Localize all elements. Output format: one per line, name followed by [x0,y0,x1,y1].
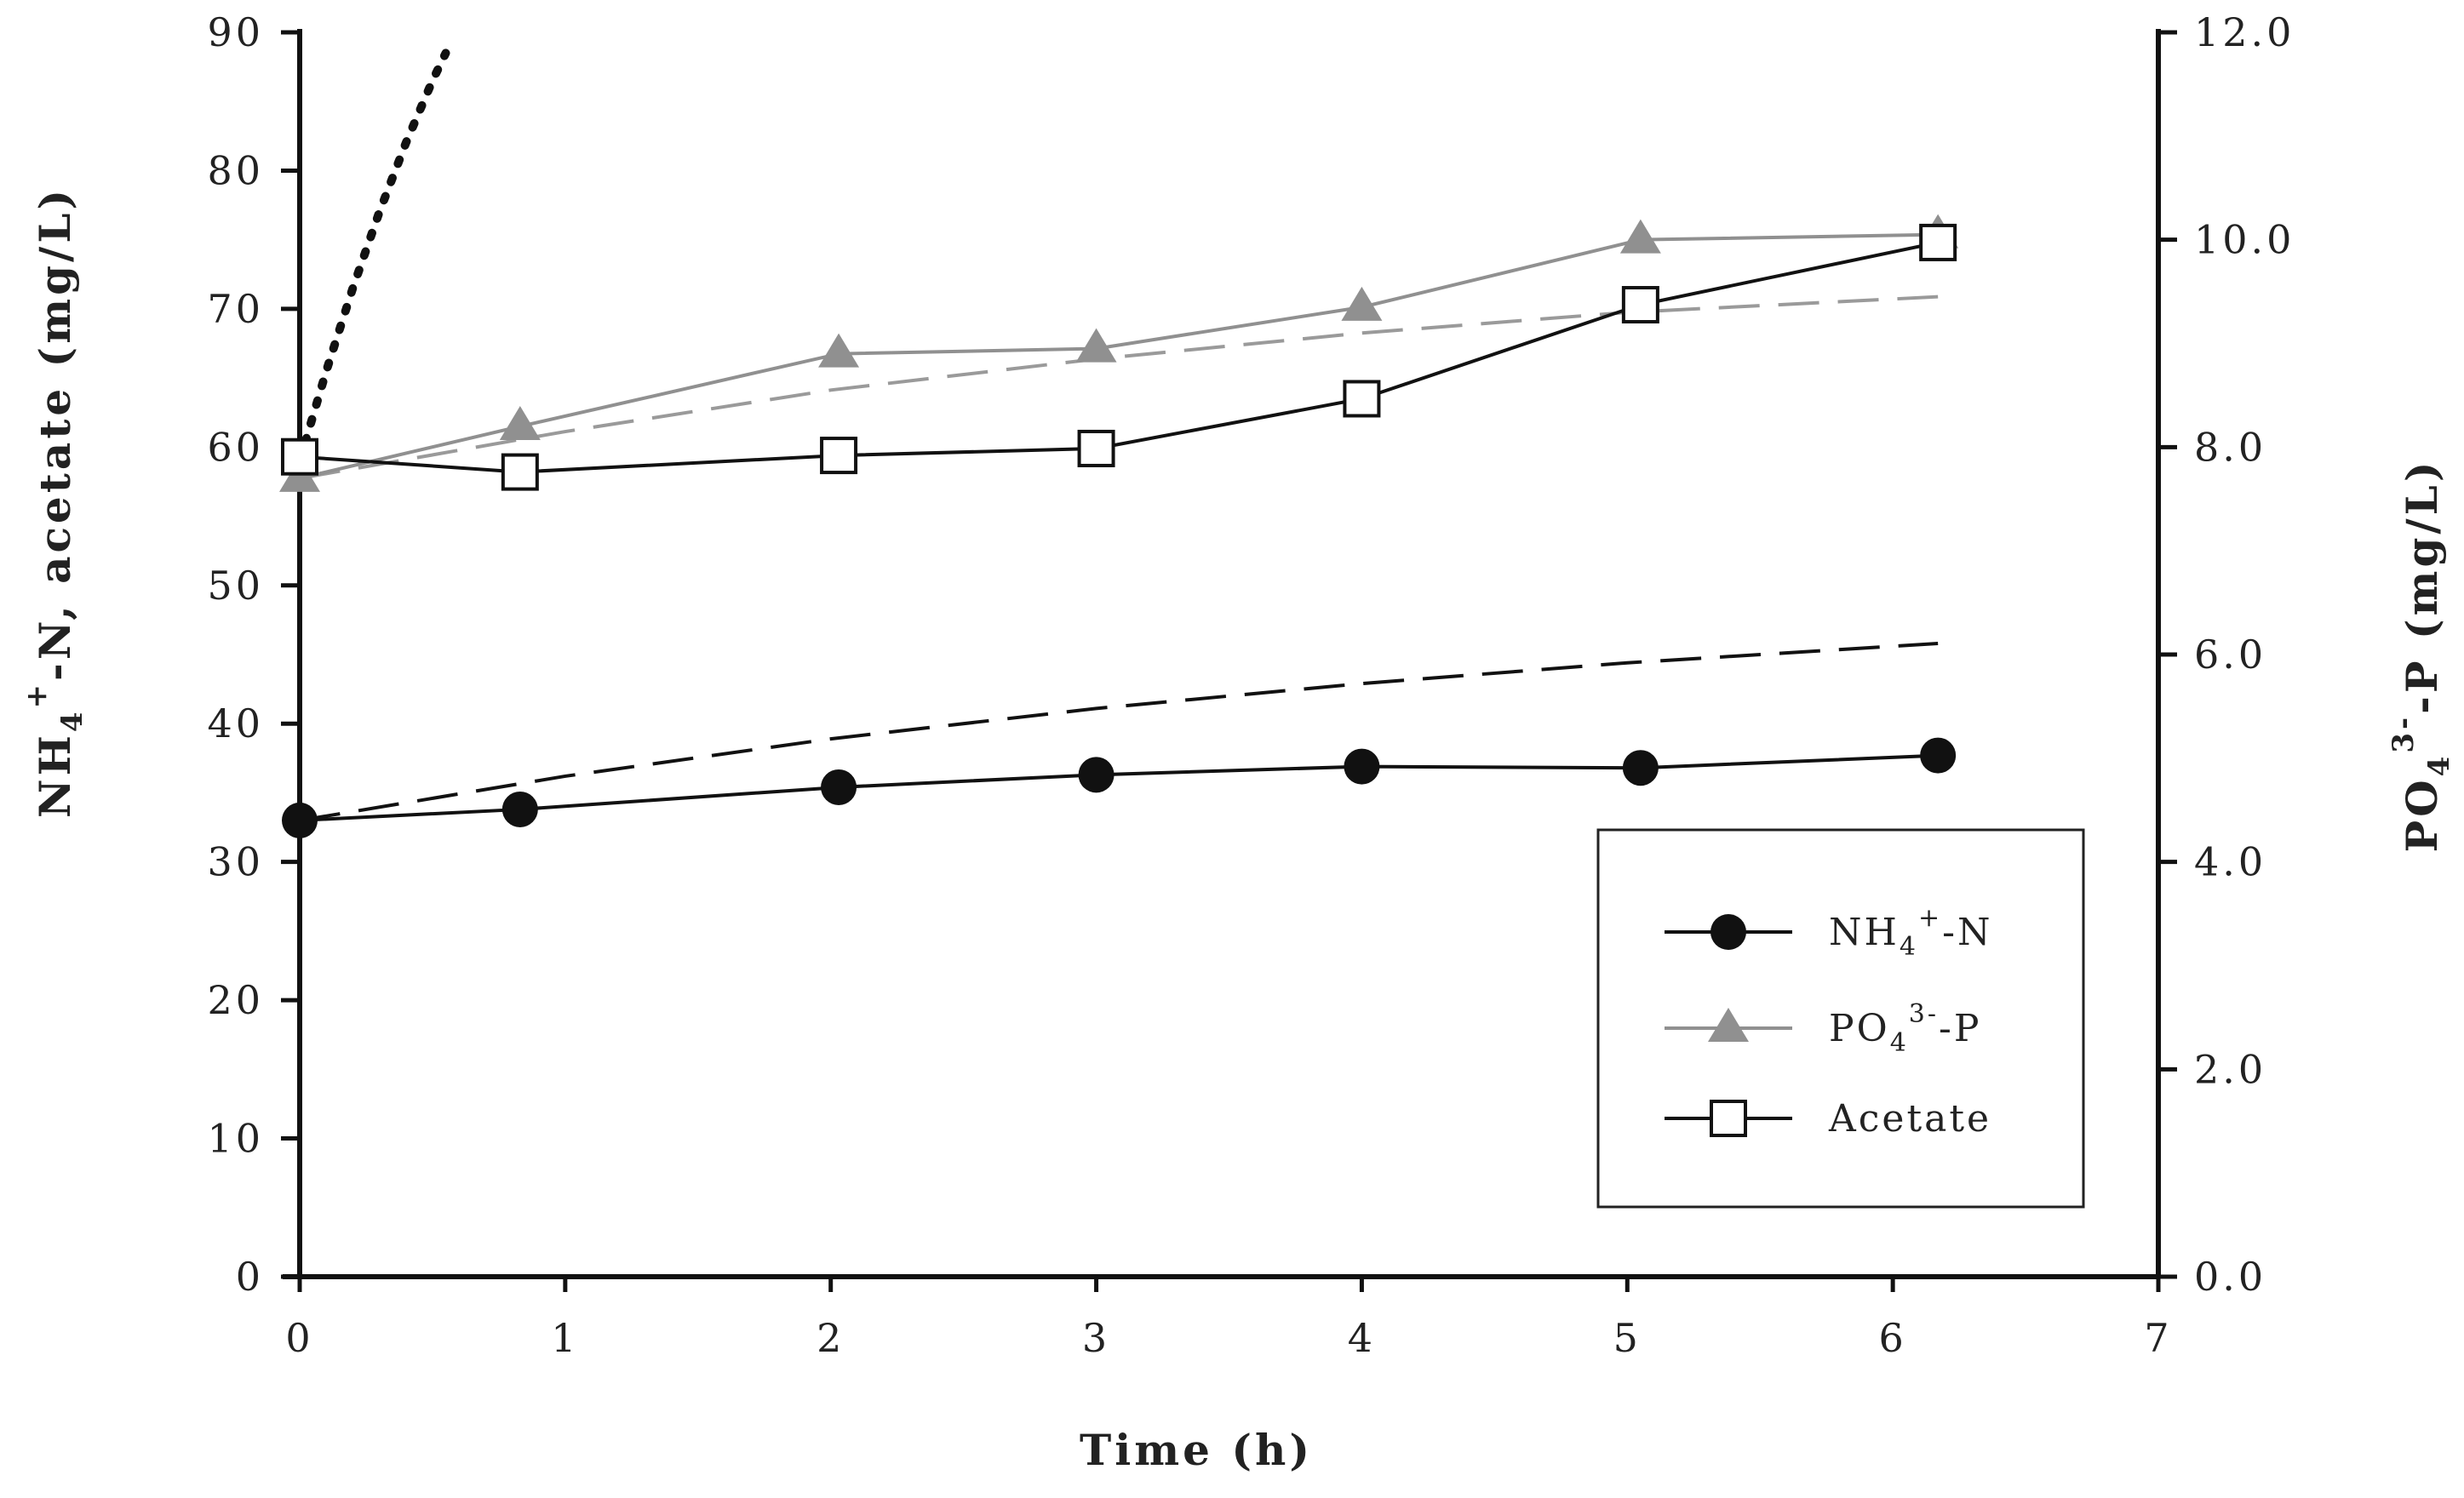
data-point-po4 [818,333,860,368]
legend-entry-nh4: NH4+-N [1665,903,1992,962]
acetate-model-curve [295,49,450,466]
y-right-tick-label: 10.0 [2194,217,2295,263]
y-left-tick-label: 30 [207,839,264,885]
legend-po4-base: PO [1829,1007,1890,1050]
data-point-acetate [281,437,318,476]
x-tick-label: 3 [1082,1315,1110,1361]
legend-label-nh4: NH4+-N [1829,903,1992,962]
data-point-nh4 [282,802,318,838]
y-left-tick-label: 50 [207,563,264,609]
y-left-tick-label: 80 [207,147,264,193]
data-point-acetate [1077,429,1115,467]
data-point-po4 [1341,286,1383,321]
y-axis-right-title: PO43--P (mg/L) [2387,459,2456,853]
y-left-tick-label: 20 [207,977,264,1023]
model-curve [299,294,1939,480]
data-point-acetate [820,437,858,475]
y-axis-left-title: NH4+-N, acetate (mg/L) [20,186,89,818]
y-right-tick-label: 2.0 [2194,1046,2266,1092]
legend-entry-po4: PO43--P [1665,999,1982,1058]
legend-box [1596,828,2085,1209]
axis-labels: Time (h) NH4+-N, acetate (mg/L) PO43--P … [20,186,2456,1475]
data-point-nh4 [1920,737,1957,774]
y-left-tick-label: 60 [207,424,264,470]
data-point-nh4 [1344,748,1380,785]
y-right-tick-label: 8.0 [2194,424,2266,470]
data-point-acetate [1621,286,1659,324]
x-tick-label: 4 [1348,1315,1376,1361]
legend-marker-triangle [1708,1008,1749,1042]
y-left-tick-label: 40 [207,700,264,746]
y-left-title-base: NH [30,732,80,818]
data-point-acetate [1919,223,1957,261]
series-line [299,753,1939,822]
series-line [299,232,1939,480]
x-tick-label: 1 [551,1315,579,1361]
x-tick-label: 0 [285,1315,313,1361]
data-point-nh4 [501,791,538,827]
y-left-tick-label: 70 [207,286,264,332]
data-point-po4 [499,405,541,440]
y-right-tick-label: 4.0 [2194,839,2266,885]
axes: 0 1 2 3 4 5 6 701020304050607080900.02.04.06.08… [207,9,2295,1361]
y-left-title-tail: -N, acetate (mg/L) [30,186,80,681]
legend: NH4+-N PO43--P Acetate [1596,828,2085,1209]
model-curves [295,49,1939,822]
x-tick-label: 6 [1879,1315,1907,1361]
legend-po4-sup: 3- [1909,999,1939,1029]
data-point-po4 [1619,219,1661,254]
legend-po4-tail: -P [1939,1007,1981,1050]
data-point-po4 [1075,328,1117,363]
y-right-title-tail: -P (mg/L) [2397,459,2447,714]
y-left-tick-label: 0 [236,1254,264,1300]
legend-nh4-sub: 4 [1900,932,1918,962]
data-point-acetate [1343,380,1381,418]
x-tick-label: 5 [1613,1315,1642,1361]
y-right-tick-label: 0.0 [2194,1254,2266,1300]
data-point-acetate [501,453,539,491]
legend-nh4-sup: + [1918,903,1942,933]
y-right-title-sup: 3- [2387,714,2421,753]
y-left-tick-label: 90 [207,9,264,55]
data-point-nh4 [1078,757,1115,793]
data-point-nh4 [1622,750,1659,786]
data-point-nh4 [821,769,857,805]
y-right-tick-label: 6.0 [2194,632,2266,678]
y-left-title-sub: 4 [55,709,89,733]
legend-nh4-base: NH [1829,911,1900,954]
data-series [279,214,1959,838]
legend-label-po4: PO43--P [1829,999,1982,1058]
y-right-tick-label: 12.0 [2194,9,2295,55]
legend-marker-circle [1710,914,1746,950]
y-right-title-base: PO [2397,776,2447,852]
y-left-title-sup: + [20,681,54,709]
model-curve [299,642,1939,822]
x-axis-title: Time (h) [1080,1425,1313,1475]
legend-marker-square [1710,1100,1747,1137]
series-line [299,240,1939,474]
legend-label-acetate: Acetate [1828,1097,1991,1141]
legend-po4-sub: 4 [1890,1028,1909,1058]
x-tick-label: 2 [817,1315,845,1361]
y-left-tick-label: 10 [207,1116,264,1162]
legend-acetate-base: Acetate [1828,1097,1991,1141]
legend-entry-acetate: Acetate [1665,1097,1991,1141]
y-right-title-sub: 4 [2422,753,2456,777]
x-tick-label: 7 [2144,1315,2172,1361]
legend-nh4-tail: -N [1942,911,1992,954]
